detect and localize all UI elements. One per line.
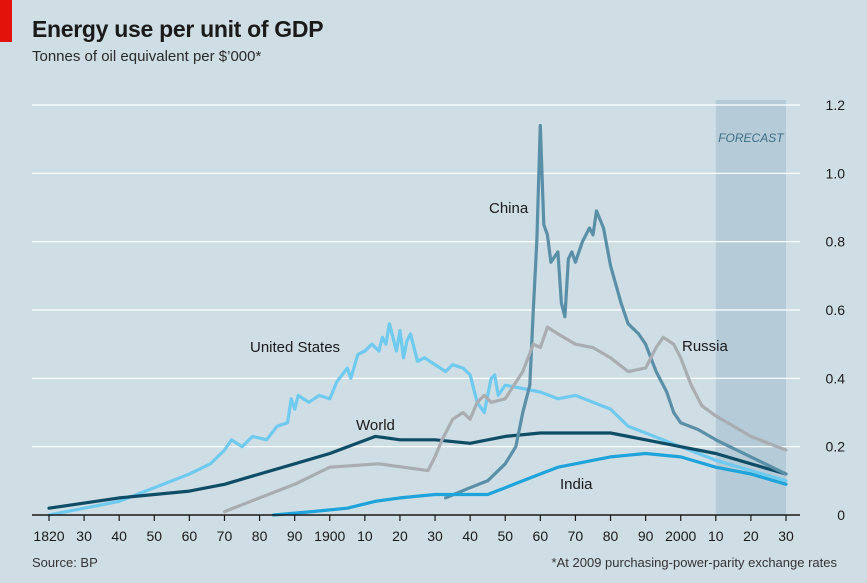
series-line-world	[47, 431, 788, 510]
y-tick-label: 0.4	[826, 370, 846, 386]
series-label-united-states: United States	[250, 339, 340, 356]
x-tick-label: 30	[427, 528, 443, 544]
y-tick-label: 0	[837, 507, 845, 523]
x-tick-label: 60	[182, 528, 198, 544]
x-tick-label: 60	[533, 528, 549, 544]
y-tick-label: 0.6	[826, 302, 846, 318]
x-tick-label: 50	[497, 528, 513, 544]
forecast-label: FORECAST	[718, 131, 785, 145]
series-labels: United States World China Russia India	[250, 200, 729, 493]
x-tick-label: 20	[392, 528, 408, 544]
footnote: *At 2009 purchasing-power-parity exchang…	[551, 555, 837, 570]
y-tick-label: 0.8	[826, 234, 846, 250]
x-tick-label: 1900	[314, 528, 345, 544]
x-tick-label: 70	[568, 528, 584, 544]
x-tick-label: 20	[743, 528, 759, 544]
source-note: Source: BP	[32, 555, 98, 570]
series-label-china: China	[489, 200, 529, 217]
forecast-band	[715, 100, 786, 515]
x-tick-label: 10	[708, 528, 724, 544]
x-tick-label: 1820	[33, 528, 64, 544]
series-line-russia	[222, 325, 788, 514]
y-axis-ticks: 0 0.2 0.4 0.6 0.8 1.0 1.2	[826, 97, 846, 523]
x-axis-ticks: 1820 30 40 50 60 70 80 90 1900 10 20 30 40 50 60 70 80 90…	[33, 515, 794, 544]
series-label-world: World	[356, 417, 395, 434]
series-line-united-states	[47, 322, 788, 517]
x-tick-label: 40	[111, 528, 127, 544]
y-tick-label: 0.2	[826, 439, 846, 455]
series-line-china	[444, 123, 788, 500]
y-tick-label: 1.0	[826, 165, 846, 181]
x-tick-label: 70	[217, 528, 233, 544]
x-tick-label: 50	[146, 528, 162, 544]
x-tick-label: 30	[778, 528, 794, 544]
chart-title: Energy use per unit of GDP	[32, 16, 324, 42]
series-label-india: India	[560, 476, 593, 493]
x-tick-label: 30	[76, 528, 92, 544]
x-tick-label: 80	[603, 528, 619, 544]
x-tick-label: 40	[462, 528, 478, 544]
chart-subtitle: Tonnes of oil equivalent per $’000*	[32, 48, 262, 65]
x-tick-label: 10	[357, 528, 373, 544]
x-tick-label: 90	[287, 528, 303, 544]
x-tick-label: 80	[252, 528, 268, 544]
x-tick-label: 90	[638, 528, 654, 544]
grid-lines	[32, 104, 800, 448]
series-lines	[47, 123, 788, 517]
y-tick-label: 1.2	[826, 97, 846, 113]
series-line-india	[272, 451, 788, 517]
series-label-russia: Russia	[682, 338, 729, 355]
x-tick-label: 2000	[665, 528, 696, 544]
brand-red-tag	[0, 0, 12, 42]
